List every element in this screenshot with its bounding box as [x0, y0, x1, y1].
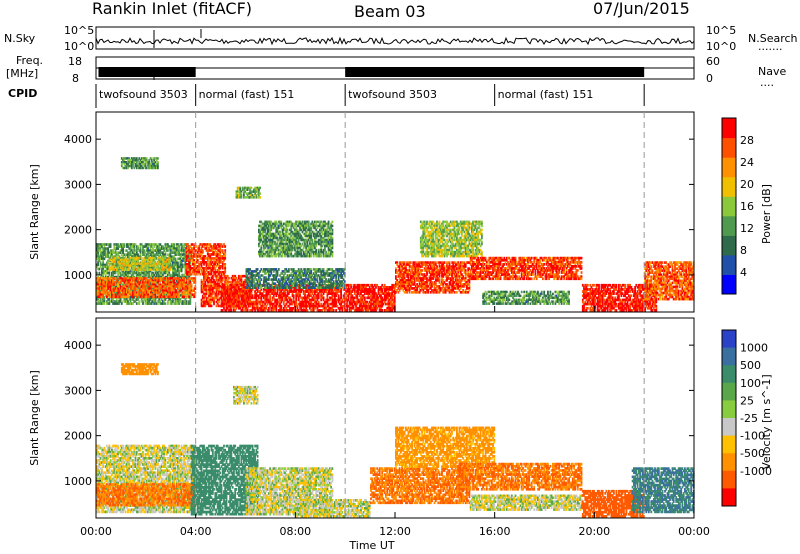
- nave-right-tick-top: 60: [706, 55, 720, 68]
- heatmap-cell: [304, 286, 306, 289]
- heatmap-cell: [167, 302, 169, 305]
- noise-right-dots: .......: [758, 40, 782, 53]
- nave-right-dots: ....: [760, 76, 774, 89]
- noise-left-tick-top: 10^5: [64, 24, 94, 37]
- cpid-segment-label: normal (fast) 151: [199, 88, 295, 101]
- heatmap-cell: [242, 309, 244, 312]
- rti-figure: Rankin Inlet (fitACF) Beam 03 07/Jun/201…: [0, 0, 800, 554]
- heatmap-cell: [165, 302, 167, 305]
- freq-left-label-2: [MHz]: [6, 67, 38, 80]
- heatmap-cell: [138, 257, 140, 260]
- heatmap-cell: [123, 245, 125, 248]
- cpid-segment-label: twofsound 3503: [348, 88, 437, 101]
- heatmap-cell: [115, 283, 117, 286]
- heatmap-cell: [155, 296, 157, 299]
- heatmap-cell: [99, 272, 101, 275]
- heatmap-cell: [206, 293, 208, 296]
- heatmap-cell: [107, 287, 109, 290]
- freq-trace: [96, 67, 694, 80]
- heatmap-cell: [170, 268, 172, 271]
- noise-right-tick-bottom: 10^0: [706, 40, 736, 53]
- heatmap-cell: [153, 257, 155, 260]
- heatmap-cell: [268, 278, 270, 281]
- heatmap-cell: [178, 296, 180, 299]
- heatmap-cell: [228, 277, 230, 280]
- radar-title: Rankin Inlet (fitACF): [92, 0, 252, 18]
- heatmap-cell: [223, 303, 225, 306]
- noise-panel-frame: [96, 27, 694, 49]
- heatmap-cell: [142, 302, 144, 305]
- heatmap-cell: [140, 296, 142, 299]
- heatmap-cell: [247, 309, 249, 312]
- heatmap-cell: [273, 286, 275, 289]
- heatmap-cell: [251, 187, 253, 190]
- power-heatmap: [96, 157, 695, 312]
- heatmap-cell: [307, 309, 309, 312]
- heatmap-cell: [253, 196, 255, 199]
- heatmap-cell: [234, 301, 236, 304]
- heatmap-cell: [97, 264, 99, 267]
- heatmap-cell: [189, 302, 191, 305]
- noise-left-tick-bottom: 10^0: [64, 40, 94, 53]
- noise-trace: [96, 29, 694, 48]
- heatmap-cell: [163, 296, 165, 299]
- cpid-label: CPID: [8, 87, 37, 100]
- cpid-row: twofsound 3503 normal (fast) 151 twofsound…: [96, 84, 644, 106]
- heatmap-cell: [222, 279, 224, 282]
- nave-right-tick-bottom: 0: [706, 72, 713, 85]
- freq-left-tick-top: 18: [68, 55, 82, 68]
- heatmap-cell: [141, 257, 143, 260]
- heatmap-cell: [224, 271, 226, 274]
- heatmap-cell: [188, 296, 190, 299]
- freq-left-tick-bottom: 8: [72, 72, 79, 85]
- heatmap-cell: [278, 268, 280, 271]
- heatmap-cell: [275, 309, 277, 312]
- heatmap-cell: [104, 302, 106, 305]
- heatmap-cell: [224, 245, 226, 248]
- heatmap-cell: [170, 261, 172, 264]
- heatmap-cell: [157, 157, 159, 160]
- heatmap-cell: [138, 302, 140, 305]
- heatmap-cell: [268, 309, 270, 312]
- heatmap-cell: [218, 301, 220, 304]
- cpid-segment-label: twofsound 3503: [99, 88, 188, 101]
- cpid-segment-label: normal (fast) 151: [498, 88, 594, 101]
- heatmap-cell: [157, 167, 159, 170]
- heatmap-cell: [341, 309, 343, 312]
- noise-left-label: N.Sky: [4, 32, 36, 45]
- heatmap-cell: [333, 309, 335, 312]
- heatmap-cell: [193, 296, 195, 299]
- heatmap-cell: [102, 296, 104, 299]
- heatmap-cell: [257, 268, 259, 271]
- heatmap-cell: [259, 192, 261, 195]
- heatmap-cell: [110, 245, 112, 248]
- heatmap-cell: [241, 196, 243, 199]
- heatmap-cell: [224, 257, 226, 260]
- noise-sky-line: [96, 38, 694, 44]
- heatmap-cell: [335, 309, 337, 312]
- heatmap-cell: [121, 302, 123, 305]
- heatmap-cell: [288, 270, 290, 273]
- heatmap-cell: [297, 286, 299, 289]
- heatmap-cell: [128, 268, 130, 271]
- noise-right-tick-top: 10^5: [706, 24, 736, 37]
- heatmap-cell: [231, 309, 233, 312]
- date-label: 07/Jun/2015: [593, 0, 690, 18]
- freq-left-label-1: Freq.: [16, 54, 43, 67]
- heatmap-cell: [277, 274, 279, 277]
- heatmap-cell: [259, 196, 261, 199]
- beam-label: Beam 03: [354, 2, 426, 21]
- heatmap-cell: [202, 251, 204, 254]
- heatmap-cell: [259, 187, 261, 190]
- heatmap-cell: [181, 270, 183, 273]
- heatmap-cell: [318, 297, 320, 300]
- heatmap-cell: [211, 305, 213, 308]
- heatmap-cell: [187, 255, 189, 258]
- heatmap-cell: [260, 278, 262, 281]
- heatmap-cell: [127, 296, 129, 299]
- heatmap-cell: [213, 303, 215, 306]
